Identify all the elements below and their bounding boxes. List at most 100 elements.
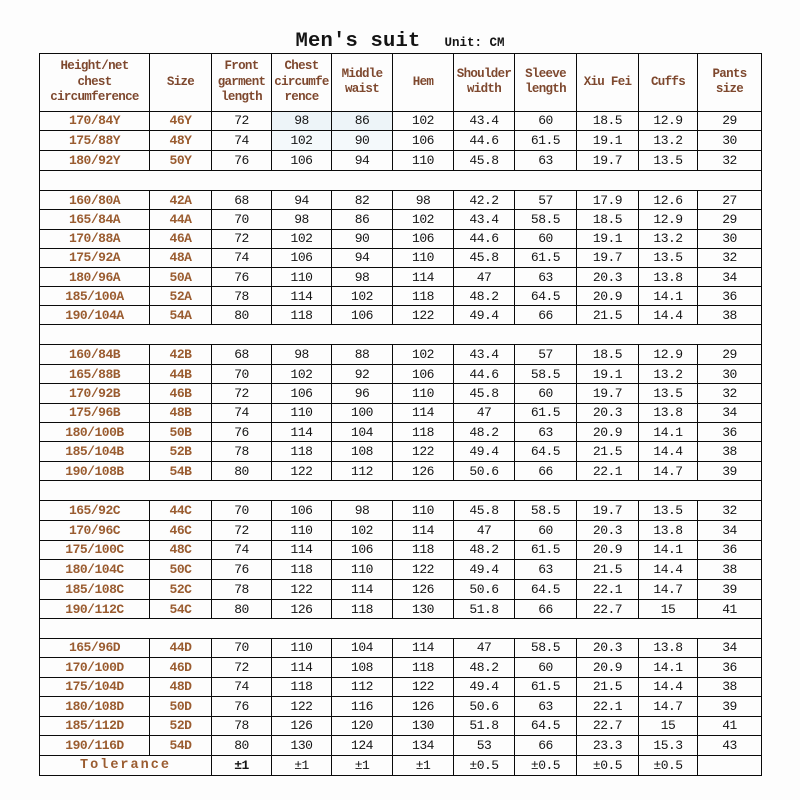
spec-value-cell: 22.1 (576, 578, 639, 600)
spec-value-cell: 18.5 (576, 110, 639, 132)
spec-value-cell: 72 (211, 228, 272, 249)
spec-value-cell: 76 (211, 559, 272, 580)
spec-value-cell: 42.2 (453, 190, 515, 211)
size-label-cell: 185/100A (39, 286, 150, 307)
spec-value-cell: 114 (271, 657, 332, 678)
spec-value-cell: 122 (392, 305, 454, 326)
spec-value-cell: 12.9 (638, 110, 698, 132)
spec-value-cell: 50.6 (453, 460, 515, 482)
spec-value-cell: 80 (211, 735, 272, 756)
spec-value-cell: 68 (211, 190, 272, 211)
spec-value-cell: 98 (271, 344, 332, 365)
tolerance-value-cell: ±1 (271, 754, 332, 776)
spec-value-cell: 118 (271, 559, 332, 580)
spec-value-cell: 102 (271, 363, 332, 385)
spec-value-cell: 14.1 (638, 422, 698, 443)
spec-value-cell: 94 (331, 150, 393, 172)
spec-value-cell: 118 (392, 286, 454, 307)
group-separator-row (39, 480, 762, 502)
spec-value-cell: 44.6 (453, 130, 515, 152)
size-row: 175/96B 48B 74 110 100 114 47 61.5 20.3 13.8 34 (39, 402, 762, 424)
spec-value-cell: 19.7 (576, 383, 639, 404)
spec-value-cell: 21.5 (576, 305, 639, 326)
size-label-cell: 175/88Y (39, 130, 150, 152)
spec-value-cell: 110 (392, 383, 454, 404)
spec-value-cell: 61.5 (514, 402, 577, 424)
size-label-cell: 175/100C (39, 539, 150, 561)
spec-value-cell: 94 (271, 190, 332, 211)
spec-value-cell: 15 (638, 715, 698, 737)
spec-value-cell: 118 (271, 441, 332, 462)
spec-value-cell: 30 (697, 130, 762, 152)
spec-value-cell: 49.4 (453, 559, 515, 580)
unit-label: Unit: CM (444, 36, 505, 50)
spec-value-cell: 12.9 (638, 344, 698, 365)
spec-value-cell: 98 (392, 190, 454, 211)
size-row: 190/104A 54A 80 118 106 122 49.4 66 21.5 14.4 38 (39, 305, 762, 326)
spec-value-cell: 102 (271, 228, 332, 249)
column-header: Size (149, 53, 212, 112)
spec-value-cell: 110 (271, 402, 332, 424)
spec-value-cell: 112 (331, 460, 393, 482)
spec-value-cell: 70 (211, 209, 272, 230)
spec-value-cell: 45.8 (453, 150, 515, 172)
spec-value-cell: 106 (331, 539, 393, 561)
spec-value-cell: 74 (211, 402, 272, 424)
spec-value-cell: 118 (392, 422, 454, 443)
spec-value-cell: 96 (331, 383, 393, 404)
spec-value-cell: 20.3 (576, 402, 639, 424)
spec-value-cell: 92 (331, 363, 393, 385)
size-row: 165/84A 44A 70 98 86 102 43.4 58.5 18.5 12.9 29 (39, 209, 762, 230)
tolerance-row: Tolerance ±1 ±1 ±1 ±1 ±0.5 ±0.5 ±0.5 ±0.5 (39, 754, 762, 776)
spec-value-cell: 118 (331, 598, 393, 620)
spec-value-cell: 90 (331, 130, 393, 152)
spec-value-cell: 48.2 (453, 422, 515, 443)
size-label-cell: 190/116D (39, 735, 150, 756)
spec-value-cell: 106 (392, 228, 454, 249)
spec-value-cell: 14.7 (638, 696, 698, 717)
spec-value-cell: 78 (211, 715, 272, 737)
spec-value-cell: 102 (392, 344, 454, 365)
spec-value-cell: 32 (697, 150, 762, 172)
spec-value-cell: 39 (697, 578, 762, 600)
size-row: 160/80A 42A 68 94 82 98 42.2 57 17.9 12.6 27 (39, 190, 762, 211)
size-label-cell: 50D (149, 696, 212, 717)
spec-value-cell: 36 (697, 286, 762, 307)
spec-value-cell: 114 (331, 578, 393, 600)
size-row: 165/96D 44D 70 110 104 114 47 58.5 20.3 13.8 34 (39, 637, 762, 659)
spec-value-cell: 32 (697, 500, 762, 521)
tolerance-value-cell (697, 754, 762, 776)
spec-value-cell: 122 (392, 676, 454, 698)
spec-value-cell: 130 (392, 598, 454, 620)
spec-value-cell: 32 (697, 383, 762, 404)
spec-value-cell: 20.3 (576, 266, 639, 288)
spec-value-cell: 116 (331, 696, 393, 717)
spec-value-cell: 114 (271, 539, 332, 561)
spec-value-cell: 49.4 (453, 441, 515, 462)
size-label-cell: 46B (149, 383, 212, 404)
column-header: Sleeve length (514, 53, 577, 112)
spec-value-cell: 63 (514, 150, 577, 172)
spec-value-cell: 38 (697, 676, 762, 698)
spec-value-cell: 22.7 (576, 598, 639, 620)
spec-value-cell: 66 (514, 305, 577, 326)
spec-value-cell: 64.5 (514, 286, 577, 307)
column-header: Pants size (697, 53, 762, 112)
spec-value-cell: 98 (271, 110, 332, 132)
spec-value-cell: 106 (392, 363, 454, 385)
spec-value-cell: 13.5 (638, 383, 698, 404)
spec-value-cell: 19.1 (576, 130, 639, 152)
size-row: 170/88A 46A 72 102 90 106 44.6 60 19.1 13.2 30 (39, 228, 762, 249)
header-row: Height/net chest circumference Size Front … (39, 53, 762, 112)
spec-value-cell: 17.9 (576, 190, 639, 211)
spec-value-cell: 106 (271, 500, 332, 521)
spec-value-cell: 110 (331, 559, 393, 580)
spec-value-cell: 57 (514, 344, 577, 365)
spec-value-cell: 43.4 (453, 110, 515, 132)
size-row: 170/96C 46C 72 110 102 114 47 60 20.3 13.8 34 (39, 519, 762, 541)
column-header: Cuffs (638, 53, 698, 112)
spec-value-cell: 124 (331, 735, 393, 756)
spec-value-cell: 49.4 (453, 676, 515, 698)
size-label-cell: 170/96C (39, 519, 150, 541)
spec-value-cell: 12.9 (638, 209, 698, 230)
